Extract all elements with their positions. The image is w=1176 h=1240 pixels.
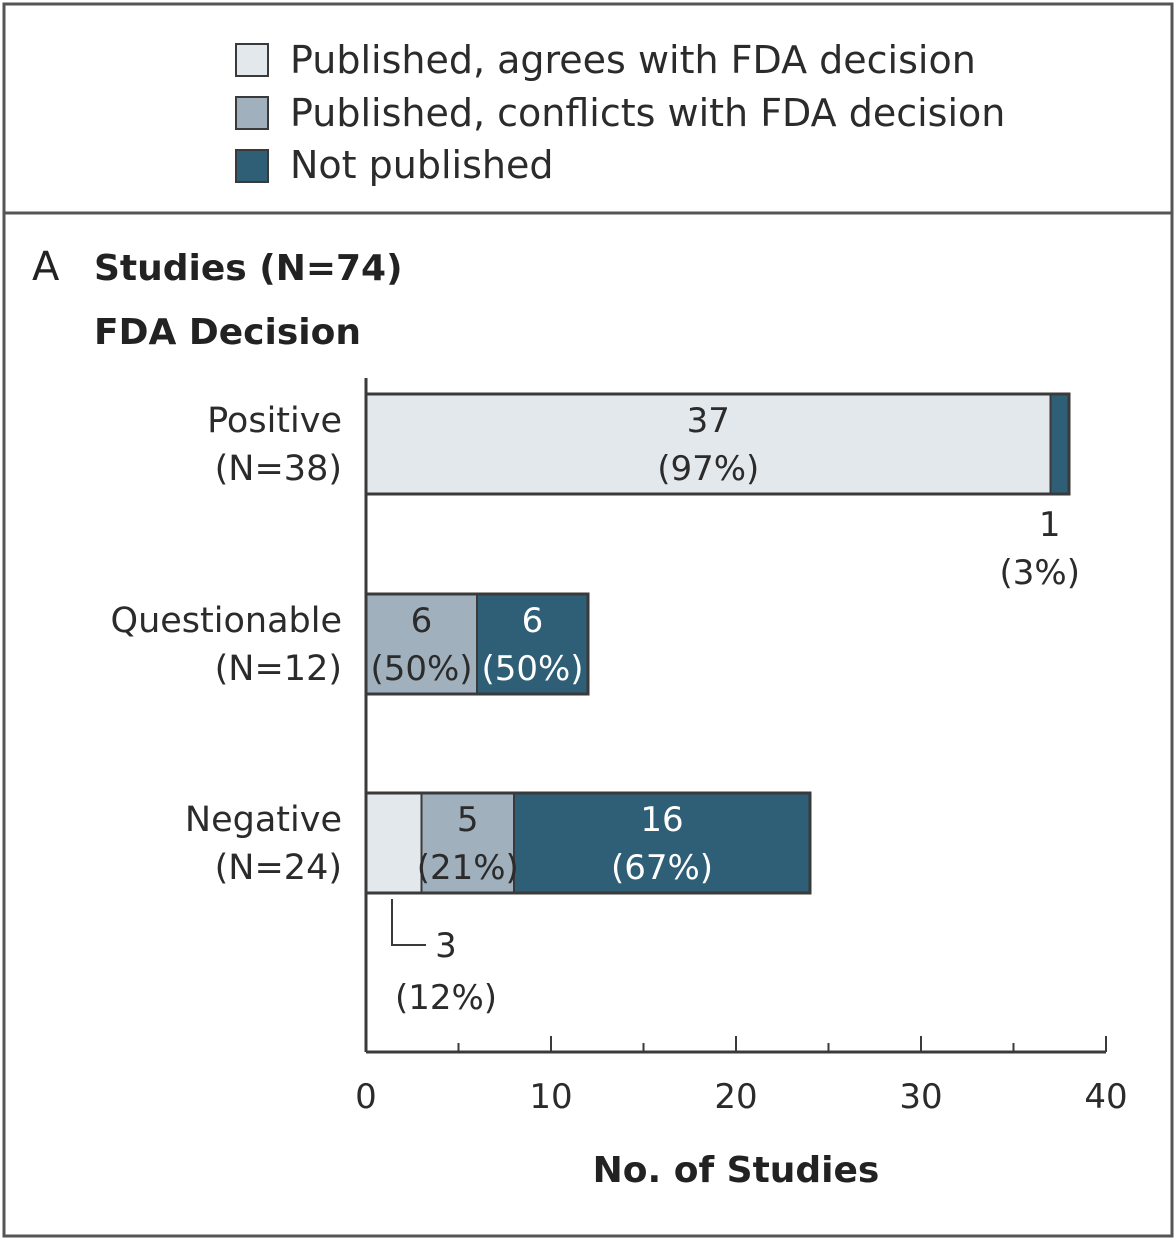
x-tick-label-40: 40	[1084, 1077, 1127, 1117]
category-label-questionable: Questionable	[111, 601, 342, 641]
legend-swatch-conflicts	[235, 96, 269, 130]
bar-questionable-not-published	[476, 593, 589, 695]
legend: Published, agrees with FDA decision Publ…	[235, 38, 1005, 187]
bar-outline-negative	[364, 791, 812, 895]
bar-label-negative-conflicts-pct: (21%)	[417, 848, 519, 888]
category-n-positive: (N=38)	[215, 449, 342, 489]
legend-swatch-not-published	[235, 149, 269, 183]
legend-label-conflicts: Published, conflicts with FDA decision	[290, 91, 1005, 135]
bars: 37 (97%) 1 (3%) 6 (50%) 6 (50%) 3 (12%) 5 (21%) 16 (6…	[364, 392, 1080, 1018]
bar-negative-agrees	[365, 792, 423, 894]
bar-label-questionable-not-published-pct: (50%)	[481, 649, 583, 689]
bar-outline-positive	[364, 392, 1071, 496]
chart-subtitle: FDA Decision	[94, 312, 361, 353]
x-tick-label-10: 10	[529, 1077, 572, 1117]
bar-label-negative-agrees-pct: (12%)	[395, 978, 497, 1018]
bar-negative-conflicts	[420, 792, 515, 894]
bar-label-positive-not-published-count: 1	[1039, 505, 1061, 545]
x-tick-label-0: 0	[355, 1077, 377, 1117]
bar-label-positive-not-published-pct: (3%)	[1000, 553, 1080, 593]
bar-label-negative-agrees-leader	[391, 899, 426, 946]
bar-label-positive-agrees-pct: (97%)	[657, 449, 759, 489]
x-tick-label-30: 30	[899, 1077, 942, 1117]
legend-item-conflicts: Published, conflicts with FDA decision	[235, 91, 1005, 135]
bar-outline-questionable	[364, 592, 590, 696]
legend-label-agrees: Published, agrees with FDA decision	[290, 38, 976, 82]
bar-label-negative-conflicts-count: 5	[457, 800, 479, 840]
bar-label-questionable-conflicts-count: 6	[411, 601, 433, 641]
category-label-negative: Negative	[185, 800, 342, 840]
bar-label-positive-agrees-count: 37	[687, 401, 730, 441]
bar-label-questionable-conflicts-pct: (50%)	[370, 649, 472, 689]
legend-label-not-published: Not published	[290, 143, 553, 187]
bar-label-questionable-not-published-count: 6	[522, 601, 544, 641]
bar-label-negative-not-published-count: 16	[640, 800, 683, 840]
category-label-positive: Positive	[207, 401, 342, 441]
x-axis-ticks: 0 10 20 30 40	[355, 1036, 1128, 1117]
panel-letter: A	[32, 244, 60, 290]
legend-swatch-agrees	[235, 43, 269, 77]
x-tick-label-20: 20	[714, 1077, 757, 1117]
bar-label-negative-agrees-count: 3	[435, 926, 457, 966]
bar-positive-not-published	[1049, 393, 1070, 495]
x-axis-label: No. of Studies	[593, 1150, 880, 1191]
legend-item-agrees: Published, agrees with FDA decision	[235, 38, 976, 82]
legend-item-not-published: Not published	[235, 143, 553, 187]
bar-positive-agrees	[365, 393, 1052, 495]
category-n-questionable: (N=12)	[215, 649, 342, 689]
chart-title: Studies (N=74)	[94, 248, 403, 289]
bar-label-negative-not-published-pct: (67%)	[611, 848, 713, 888]
category-n-negative: (N=24)	[215, 848, 342, 888]
